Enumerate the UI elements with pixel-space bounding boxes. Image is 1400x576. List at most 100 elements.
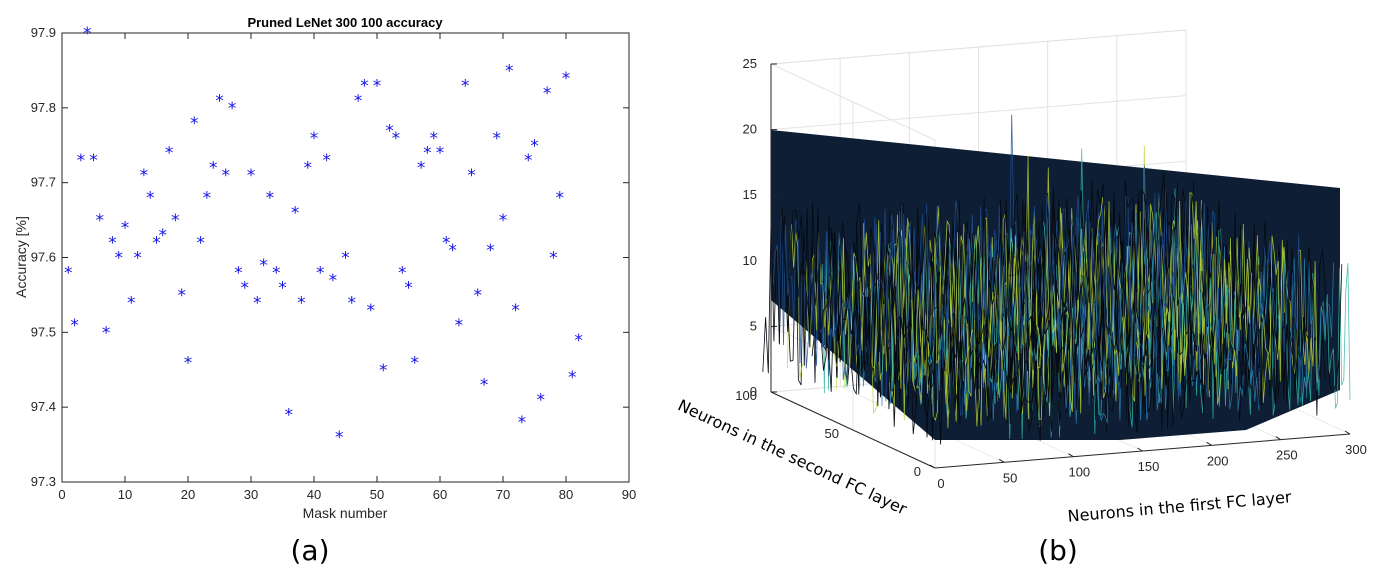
z-tick-label: 10 xyxy=(743,253,757,268)
y-tick-label-3d: 0 xyxy=(914,464,921,479)
x-tick-mark-3d xyxy=(1068,453,1074,458)
y-tick-label: 97.5 xyxy=(31,324,56,339)
surface-chart: 0 5 10 15 20 25 0 50 100 0 50 100 150 200 250 300 Neu… xyxy=(675,29,1367,567)
data-point: * xyxy=(329,271,338,291)
data-point: * xyxy=(455,316,464,336)
z-tick-label: 5 xyxy=(750,318,757,333)
data-point: * xyxy=(366,301,375,321)
x-tick-mark-3d xyxy=(998,458,1005,463)
x-tick-label: 60 xyxy=(433,487,447,502)
data-point: * xyxy=(127,293,136,313)
y-tick-label-3d: 100 xyxy=(735,388,757,403)
data-point: * xyxy=(486,241,495,261)
x-tick-label: 70 xyxy=(496,487,510,502)
data-point: * xyxy=(234,263,243,283)
data-point: * xyxy=(530,136,539,156)
data-point: * xyxy=(411,353,420,373)
x-tick-label: 40 xyxy=(307,487,321,502)
data-point: * xyxy=(291,204,300,224)
scatter-chart: Pruned LeNet 300 100 accuracy 0 10 20 30 40 5… xyxy=(13,15,636,567)
x-tick-label-3d: 0 xyxy=(937,476,944,491)
data-point: * xyxy=(77,151,86,171)
data-point: * xyxy=(266,189,275,209)
x-tick-label-3d: 100 xyxy=(1068,465,1090,480)
data-point: * xyxy=(354,91,363,111)
data-point: * xyxy=(297,293,306,313)
x-tick-label: 10 xyxy=(118,487,132,502)
x-tick-label-3d: 300 xyxy=(1345,442,1367,457)
data-point: * xyxy=(203,189,212,209)
data-point: * xyxy=(322,151,331,171)
data-point: * xyxy=(190,114,199,134)
data-point: * xyxy=(467,166,476,186)
data-point: * xyxy=(108,234,117,254)
data-point: * xyxy=(335,428,344,448)
data-point: * xyxy=(341,249,350,269)
data-point: * xyxy=(215,91,224,111)
x-tick-label: 90 xyxy=(622,487,636,502)
y-tick-label: 97.7 xyxy=(31,175,56,190)
x-axis-label: Mask number xyxy=(303,505,388,521)
data-point: * xyxy=(146,189,155,209)
x-tick-mark-3d xyxy=(929,464,936,469)
data-point: * xyxy=(392,129,401,149)
data-point: * xyxy=(385,121,394,141)
data-point: * xyxy=(114,249,123,269)
data-point: * xyxy=(140,166,149,186)
data-point: * xyxy=(379,361,388,381)
y-tick-label-3d: 50 xyxy=(825,426,839,441)
data-point: * xyxy=(404,278,413,298)
x-tick-label: 80 xyxy=(559,487,573,502)
x-axis-3d: 0 50 100 150 200 250 300 xyxy=(929,430,1367,491)
data-point: * xyxy=(511,301,520,321)
y-axis-label: Accuracy [%] xyxy=(13,216,29,298)
data-point: * xyxy=(360,76,369,96)
data-point: * xyxy=(303,159,312,179)
y-tick-label: 97.8 xyxy=(31,100,56,115)
data-point: * xyxy=(373,76,382,96)
x-tick-label-3d: 200 xyxy=(1207,453,1229,468)
data-point: * xyxy=(417,159,426,179)
data-point: * xyxy=(423,144,432,164)
x-tick-label: 0 xyxy=(58,487,65,502)
data-point: * xyxy=(568,368,577,388)
data-point: * xyxy=(89,151,98,171)
data-point: * xyxy=(83,24,92,44)
data-point: * xyxy=(492,129,501,149)
surface-line xyxy=(803,202,1220,383)
y-axis: 97.3 97.4 97.5 97.6 97.7 97.8 97.9 xyxy=(31,25,629,489)
x-tick-label: 30 xyxy=(244,487,258,502)
plot-area xyxy=(61,32,630,483)
data-point: * xyxy=(448,241,457,261)
y-tick-label: 97.3 xyxy=(31,474,56,489)
data-point: * xyxy=(348,293,357,313)
data-point: * xyxy=(480,376,489,396)
data-point: * xyxy=(310,129,319,149)
data-point: * xyxy=(177,286,186,306)
y-tick-label: 97.4 xyxy=(31,399,56,414)
data-point: * xyxy=(70,316,79,336)
panel-label-b: (b) xyxy=(1038,534,1078,567)
surface-line xyxy=(770,114,1187,369)
data-point: * xyxy=(121,219,130,239)
data-point: * xyxy=(505,61,514,81)
data-point: * xyxy=(278,278,287,298)
y-tick-label: 97.6 xyxy=(31,250,56,265)
z-tick-label: 15 xyxy=(743,187,757,202)
data-point: * xyxy=(259,256,268,276)
y-axis-3d: 0 50 100 xyxy=(735,388,921,479)
data-point: * xyxy=(562,69,571,89)
data-point: * xyxy=(165,144,174,164)
data-point: * xyxy=(133,249,142,269)
data-point: * xyxy=(461,76,470,96)
x-tick-mark-3d xyxy=(1275,436,1282,441)
data-point: * xyxy=(247,166,256,186)
data-point: * xyxy=(518,413,527,433)
data-point: * xyxy=(555,189,564,209)
y-tick-label: 97.9 xyxy=(31,25,56,40)
data-point: * xyxy=(152,234,161,254)
data-point: * xyxy=(240,278,249,298)
data-point: * xyxy=(253,293,262,313)
data-point: * xyxy=(272,263,281,283)
